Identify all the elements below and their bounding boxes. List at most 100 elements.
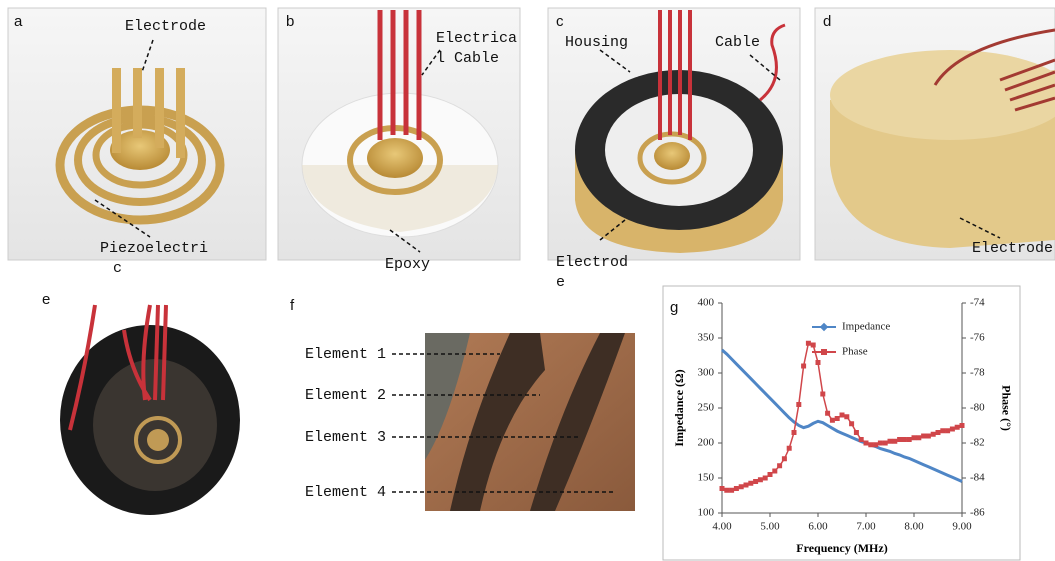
- point-marker: [748, 481, 753, 486]
- y-tick-label: 200: [698, 437, 715, 449]
- x-tick-label: 4.00: [712, 521, 732, 533]
- annotation: e: [556, 274, 565, 291]
- annotation: Electrode: [972, 240, 1053, 257]
- panel-e: e: [42, 291, 240, 515]
- y-tick-label: 100: [698, 507, 715, 519]
- y2-tick-label: -86: [970, 507, 985, 519]
- panel-c: c Housing Cable Electrod e: [548, 8, 800, 291]
- point-marker: [792, 430, 797, 435]
- point-marker: [840, 413, 845, 418]
- point-marker: [849, 421, 854, 426]
- point-marker: [859, 437, 864, 442]
- point-marker: [768, 472, 773, 477]
- legend-marker: [821, 349, 827, 355]
- point-marker: [936, 430, 941, 435]
- x-axis-title: Frequency (MHz): [796, 541, 887, 555]
- figure: a Electrode Piezoelectri c b Electrica l…: [0, 0, 1055, 561]
- y2-tick-label: -78: [970, 367, 985, 379]
- y2-tick-label: -80: [970, 402, 985, 414]
- point-marker: [931, 432, 936, 437]
- annotation: Element 4: [305, 484, 386, 501]
- point-marker: [777, 463, 782, 468]
- panel-label: g: [670, 299, 678, 316]
- annotation: Element 1: [305, 346, 386, 363]
- point-marker: [830, 418, 835, 423]
- point-marker: [921, 434, 926, 439]
- annotation: c: [113, 260, 122, 277]
- point-marker: [955, 425, 960, 430]
- y-axis-title: Impedance (Ω): [672, 369, 686, 446]
- panel-b: b Electrica l Cable Epoxy: [278, 8, 520, 273]
- point-marker: [854, 430, 859, 435]
- point-marker: [724, 488, 729, 493]
- y2-axis-title: Phase (°): [999, 385, 1013, 431]
- panel-label: d: [823, 13, 831, 30]
- panel-d: d Electrode: [815, 8, 1055, 260]
- annotation: Element 3: [305, 429, 386, 446]
- annotation: Housing: [565, 34, 628, 51]
- panel-f: f Element 1 Element 2 Element 3 Element …: [290, 297, 635, 511]
- point-marker: [739, 484, 744, 489]
- panel-a: a Electrode Piezoelectri c: [8, 8, 266, 277]
- annotation: Electrode: [125, 18, 206, 35]
- point-marker: [835, 416, 840, 421]
- point-marker: [897, 437, 902, 442]
- point-marker: [902, 437, 907, 442]
- annotation: Cable: [715, 34, 760, 51]
- point-marker: [816, 360, 821, 365]
- y-tick-label: 250: [698, 402, 715, 414]
- y-tick-label: 300: [698, 367, 715, 379]
- point-marker: [916, 435, 921, 440]
- x-tick-label: 7.00: [856, 521, 876, 533]
- y-tick-label: 350: [698, 332, 715, 344]
- point-marker: [844, 414, 849, 419]
- legend-label: Phase: [842, 346, 868, 358]
- point-marker: [744, 483, 749, 488]
- point-marker: [734, 486, 739, 491]
- point-marker: [883, 441, 888, 446]
- point-marker: [801, 364, 806, 369]
- point-marker: [912, 435, 917, 440]
- annotation: Element 2: [305, 387, 386, 404]
- y2-tick-label: -74: [970, 297, 985, 309]
- annotation: l Cable: [436, 50, 499, 67]
- point-marker: [864, 441, 869, 446]
- annotation: Electrica: [436, 30, 517, 47]
- point-marker: [892, 439, 897, 444]
- point-marker: [758, 477, 763, 482]
- panel-label: b: [286, 13, 294, 30]
- point-marker: [729, 488, 734, 493]
- panel-label: c: [556, 13, 564, 30]
- point-marker: [873, 442, 878, 447]
- panel-label: f: [290, 297, 295, 314]
- point-marker: [753, 479, 758, 484]
- x-tick-label: 6.00: [808, 521, 828, 533]
- point-marker: [720, 486, 725, 491]
- point-marker: [888, 439, 893, 444]
- legend-label: Impedance: [842, 321, 890, 333]
- point-marker: [825, 411, 830, 416]
- point-marker: [811, 343, 816, 348]
- point-marker: [763, 476, 768, 481]
- x-tick-label: 5.00: [760, 521, 780, 533]
- annotation: Epoxy: [385, 256, 430, 273]
- y2-tick-label: -84: [970, 472, 985, 484]
- panel-label: e: [42, 291, 50, 308]
- point-marker: [820, 392, 825, 397]
- point-marker: [945, 428, 950, 433]
- point-marker: [940, 428, 945, 433]
- point-marker: [796, 402, 801, 407]
- point-marker: [782, 456, 787, 461]
- x-tick-label: 8.00: [904, 521, 924, 533]
- point-marker: [926, 434, 931, 439]
- point-marker: [787, 446, 792, 451]
- panel-label: a: [14, 13, 23, 30]
- x-tick-label: 9.00: [952, 521, 972, 533]
- point-marker: [772, 469, 777, 474]
- y-tick-label: 150: [698, 472, 715, 484]
- annotation: Piezoelectri: [100, 240, 208, 257]
- point-marker: [806, 341, 811, 346]
- y2-tick-label: -82: [970, 437, 985, 449]
- y-tick-label: 400: [698, 297, 715, 309]
- point-marker: [950, 427, 955, 432]
